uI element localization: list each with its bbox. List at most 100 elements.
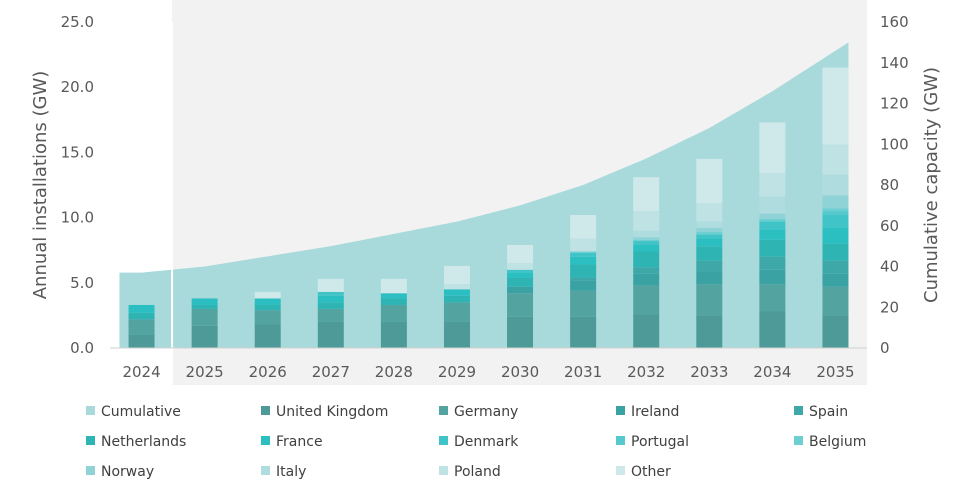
right-axis-title: Cumulative capacity (GW) <box>921 67 942 303</box>
legend-item: Norway <box>86 464 154 480</box>
legend-item: Cumulative <box>86 404 181 420</box>
bar-segment <box>128 312 155 320</box>
bar-segment <box>822 144 849 175</box>
bar-segment <box>570 238 597 252</box>
bar-segment <box>696 271 723 285</box>
legend-label: Portugal <box>631 434 689 450</box>
bar-segment <box>317 302 344 309</box>
legend-swatch <box>616 406 625 415</box>
bar-segment <box>317 295 344 303</box>
legend-label: Italy <box>276 464 306 480</box>
left-tick-label: 20.0 <box>61 78 94 96</box>
legend-item: Belgium <box>794 434 866 450</box>
right-tick-label: 0 <box>880 339 890 357</box>
legend-swatch <box>439 406 448 415</box>
bar-segment <box>128 334 155 348</box>
x-tick-label: 2031 <box>564 363 602 381</box>
right-tick-label: 80 <box>880 176 899 194</box>
bar-segment <box>380 298 407 305</box>
cumulative-area-layer <box>119 22 849 384</box>
bar-segment <box>696 158 723 204</box>
bar-segment <box>254 298 281 305</box>
bar-segment <box>443 284 470 290</box>
legend-label: Cumulative <box>101 404 181 420</box>
bar-segment <box>570 277 597 281</box>
legend-item: Spain <box>794 404 848 420</box>
bar-segment <box>822 174 849 196</box>
right-tick-label: 160 <box>880 13 909 31</box>
bar-stack-2033 <box>696 158 723 348</box>
legend-item: Ireland <box>616 404 679 420</box>
bar-segment <box>254 324 281 348</box>
bar-segment <box>507 244 534 264</box>
bar-segment <box>507 316 534 348</box>
bar-segment <box>633 267 660 274</box>
bar-segment <box>570 256 597 265</box>
bar-segment <box>191 308 218 326</box>
legend-label: France <box>276 434 323 450</box>
left-tick-label: 25.0 <box>61 13 94 31</box>
bar-segment <box>696 246 723 261</box>
bar-segment <box>507 272 534 278</box>
left-tick-label: 5.0 <box>70 274 94 292</box>
legend-label: Norway <box>101 464 154 480</box>
bar-segment <box>822 315 849 348</box>
right-tick-label: 140 <box>880 54 909 72</box>
bar-stack-2028 <box>380 278 407 348</box>
bar-segment <box>507 269 534 273</box>
bar-stack-2024 <box>128 304 155 348</box>
legend-label: Poland <box>454 464 501 480</box>
legend-swatch <box>439 436 448 445</box>
bar-segment <box>507 286 534 294</box>
bar-segment <box>507 263 534 270</box>
legend-swatch <box>794 436 803 445</box>
bar-segment <box>570 290 597 317</box>
bar-segment <box>443 321 470 348</box>
bar-segment <box>380 304 407 322</box>
bar-segment <box>507 277 534 287</box>
left-axis-ticks: 0.0 5.0 10.0 15.0 20.0 25.0 <box>61 13 94 357</box>
right-tick-label: 20 <box>880 298 899 316</box>
legend-item: United Kingdom <box>261 404 388 420</box>
legend-item: France <box>261 434 323 450</box>
bar-layer <box>128 67 849 348</box>
bar-stack-2027 <box>317 278 344 348</box>
legend-item: Poland <box>439 464 501 480</box>
bar-segment <box>759 196 786 214</box>
left-tick-label: 0.0 <box>70 339 94 357</box>
x-tick-label: 2032 <box>627 363 665 381</box>
x-tick-label: 2029 <box>438 363 476 381</box>
bar-segment <box>633 314 660 348</box>
legend-swatch <box>616 466 625 475</box>
legend-swatch <box>261 406 270 415</box>
legend-label: Denmark <box>454 434 519 450</box>
bar-segment <box>759 213 786 219</box>
cumulative-area <box>119 42 849 348</box>
bar-segment <box>191 304 218 309</box>
bar-segment <box>128 304 155 313</box>
bar-segment <box>822 228 849 244</box>
bar-stack-2032 <box>633 177 660 348</box>
legend-swatch <box>86 436 95 445</box>
bar-segment <box>696 231 723 235</box>
legend-item: Denmark <box>439 434 519 450</box>
right-tick-label: 120 <box>880 95 909 113</box>
bar-segment <box>759 218 786 222</box>
bar-segment <box>317 278 344 292</box>
bar-segment <box>759 284 786 312</box>
bar-segment <box>380 321 407 348</box>
right-tick-label: 40 <box>880 258 899 276</box>
bar-segment <box>633 273 660 286</box>
bar-stack-2031 <box>570 214 597 348</box>
bar-segment <box>696 260 723 272</box>
bar-stack-2034 <box>759 122 786 348</box>
legend-swatch <box>86 406 95 415</box>
bar-segment <box>822 260 849 274</box>
x-tick-label: 2034 <box>753 363 791 381</box>
legend-swatch <box>261 466 270 475</box>
bar-segment <box>570 214 597 239</box>
x-tick-label: 2026 <box>249 363 287 381</box>
legend-item: Netherlands <box>86 434 186 450</box>
bar-segment <box>696 203 723 222</box>
bar-segment <box>507 293 534 317</box>
